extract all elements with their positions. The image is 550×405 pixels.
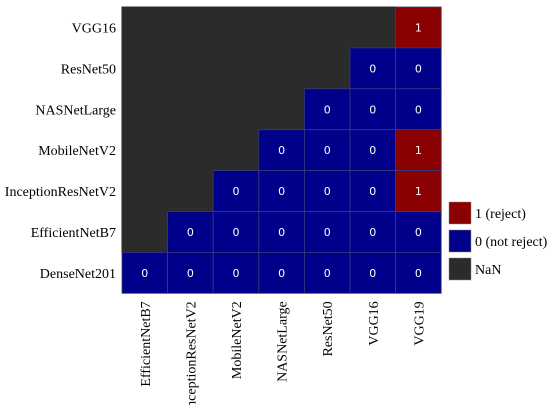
heatmap-cell-nan [121,47,169,90]
heatmap-cell [395,251,442,294]
heatmap-cell-value: 0 [278,185,285,198]
heatmap-cell-nan [212,47,260,90]
heatmap-cells: 1 0 0 0 0 0 0 0 0 1 0 0 0 0 1 0 0 0 0 0 0 0 0 0 0 0 0 0 [121,6,442,294]
legend-label: NaN [475,263,501,278]
row-label: VGG16 [72,21,116,36]
heatmap-cell [303,211,351,253]
row-label: EfficientNetB7 [31,226,116,241]
heatmap-cell [349,47,396,90]
heatmap-cell-nan [121,88,169,131]
heatmap-cell-value: 1 [415,21,422,34]
column-label: VGG16 [367,301,382,345]
heatmap-cell-value: 0 [369,144,376,157]
heatmap-cell-value: 0 [278,267,285,280]
heatmap-cell-nan [212,6,260,49]
row-label: InceptionResNetV2 [5,185,116,200]
legend-swatch [448,229,472,253]
heatmap-cell [303,129,351,171]
heatmap-cell-value: 1 [415,144,422,157]
heatmap-cell-nan [303,47,351,90]
heatmap-cell-value: 0 [324,103,331,116]
heatmap-cell-value: 0 [233,226,240,239]
heatmap-cell-nan [258,47,305,90]
heatmap-cell-value: 0 [415,226,422,239]
heatmap-cell-value: 0 [187,267,194,280]
legend-label: 1 (reject) [475,207,526,222]
row-labels: VGG16 ResNet50 NASNetLarge MobileNetV2 Incep… [5,21,116,281]
legend-swatch [448,257,472,281]
heatmap-cell [167,211,214,253]
heatmap-cell-nan [212,88,260,131]
heatmap-cell-nan [167,129,214,172]
heatmap-cell [212,211,260,253]
heatmap-cell-value: 0 [141,267,148,280]
heatmap-cell [395,88,442,131]
heatmap-cell-nan [167,47,214,90]
row-label: DenseNet201 [40,267,116,282]
heatmap-cell-nan [121,6,169,49]
legend: 1 (reject) 0 (not reject) NaN [448,201,548,281]
heatmap-cell-value: 0 [187,226,194,239]
heatmap-cell-value: 1 [415,185,422,198]
heatmap-cell [349,251,396,294]
row-label: MobileNetV2 [38,144,116,159]
heatmap-cell-value: 0 [324,144,331,157]
heatmap-cell-nan [258,6,305,49]
heatmap-cell-value: 0 [324,185,331,198]
heatmap-cell-nan [303,6,351,49]
row-label: ResNet50 [61,62,116,77]
heatmap-cell-value: 0 [369,62,376,75]
row-label: NASNetLarge [35,103,116,118]
heatmap-cell-value: 0 [369,226,376,239]
heatmap-cell [258,211,305,253]
column-labels: EfficientNetB7 InceptionResNetV2 MobileNet… [139,301,428,405]
heatmap-cell-value: 0 [369,267,376,280]
heatmap-cell-nan [167,170,214,212]
column-label: ResNet50 [321,301,336,356]
heatmap-cell-nan [121,170,169,212]
heatmap-cell-value: 0 [233,267,240,280]
column-label: InceptionResNetV2 [184,301,199,405]
legend-label: 0 (not reject) [475,235,548,250]
heatmap-cell-value: 0 [369,103,376,116]
heatmap-cell-value: 0 [278,144,285,157]
heatmap-cell [258,170,305,212]
heatmap-cell-value: 0 [233,185,240,198]
heatmap-cell [349,170,396,212]
column-label: VGG19 [412,301,427,345]
column-label: NASNetLarge [276,301,291,382]
heatmap-cell [395,6,442,49]
heatmap-cell [349,211,396,253]
heatmap-cell [395,211,442,253]
heatmap-cell-value: 0 [324,267,331,280]
heatmap-cell-value: 0 [415,267,422,280]
heatmap-cell-nan [258,88,305,131]
heatmap-cell [121,251,168,294]
heatmap-cell-value: 0 [278,226,285,239]
heatmap-cell-nan [167,88,214,131]
heatmap-cell [167,251,214,294]
legend-swatch [448,201,472,225]
heatmap-cell-nan [212,129,260,172]
heatmap-cell-nan [121,211,169,253]
heatmap-cell [395,47,442,90]
heatmap-cell [395,129,442,171]
heatmap-cell-value: 0 [415,103,422,116]
heatmap-cell-value: 0 [369,185,376,198]
heatmap-cell-value: 0 [415,62,422,75]
heatmap-cell-nan [349,6,397,49]
column-label: MobileNetV2 [230,301,245,379]
column-label: EfficientNetB7 [139,301,154,386]
heatmap-cell-nan [121,129,169,172]
heatmap-cell [258,251,305,294]
heatmap-cell-value: 0 [324,226,331,239]
heatmap-cell-nan [167,6,214,49]
